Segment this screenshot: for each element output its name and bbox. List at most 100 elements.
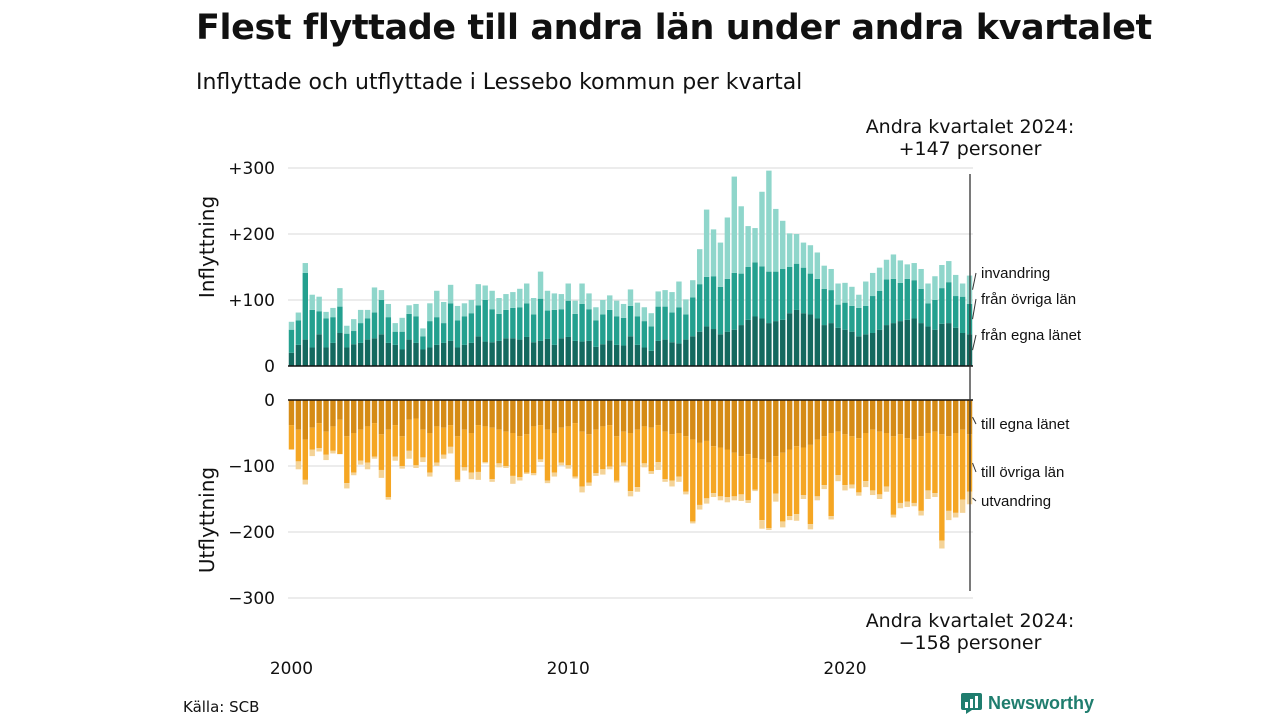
bar-out-0 bbox=[420, 400, 426, 430]
bar-out-0 bbox=[413, 400, 419, 419]
bar-out-1 bbox=[378, 434, 385, 470]
bar-out-2 bbox=[420, 457, 426, 463]
bar-in-2 bbox=[330, 307, 336, 318]
bar-in-0 bbox=[738, 325, 744, 366]
bar-out-2 bbox=[897, 502, 904, 509]
bar-in-1 bbox=[876, 290, 883, 330]
bar-out-1 bbox=[786, 449, 793, 517]
bar-in-2 bbox=[565, 283, 571, 301]
bar-in-0 bbox=[710, 329, 717, 366]
bar-out-1 bbox=[724, 449, 731, 498]
bar-out-1 bbox=[461, 429, 468, 468]
bar-out-2 bbox=[634, 487, 641, 492]
bar-out-0 bbox=[953, 400, 959, 433]
bar-in-1 bbox=[710, 276, 717, 330]
bar-in-2 bbox=[579, 283, 585, 304]
bar-in-2 bbox=[475, 284, 481, 306]
bar-out-2 bbox=[849, 484, 855, 489]
y-tick-label: +100 bbox=[228, 291, 275, 311]
bar-in-0 bbox=[932, 329, 938, 366]
bar-out-2 bbox=[558, 462, 565, 466]
bar-out-2 bbox=[863, 481, 869, 488]
bar-in-1 bbox=[579, 303, 585, 342]
bar-out-2 bbox=[468, 472, 475, 480]
bar-in-1 bbox=[392, 331, 398, 345]
bar-in-1 bbox=[316, 311, 322, 335]
bar-in-1 bbox=[821, 288, 827, 326]
bar-out-2 bbox=[696, 504, 703, 510]
bar-in-0 bbox=[745, 319, 751, 366]
bar-in-2 bbox=[738, 206, 744, 274]
bar-out-0 bbox=[503, 400, 509, 432]
newsworthy-icon bbox=[961, 693, 982, 714]
bar-in-2 bbox=[427, 303, 433, 322]
bar-out-2 bbox=[821, 485, 827, 490]
bar-out-0 bbox=[814, 400, 821, 440]
bar-out-2 bbox=[856, 492, 862, 496]
baselines bbox=[288, 365, 973, 401]
bar-out-2 bbox=[627, 491, 634, 497]
bar-in-1 bbox=[337, 306, 343, 333]
bar-out-1 bbox=[510, 433, 516, 476]
bar-in-2 bbox=[468, 300, 475, 314]
bar-in-1 bbox=[925, 303, 931, 327]
bar-in-0 bbox=[323, 347, 329, 366]
bar-in-2 bbox=[911, 263, 917, 281]
bar-in-0 bbox=[876, 329, 883, 366]
bar-out-2 bbox=[413, 465, 419, 468]
bar-out-0 bbox=[856, 400, 862, 439]
bar-in-1 bbox=[904, 278, 910, 320]
bar-in-2 bbox=[530, 298, 537, 315]
bar-in-1 bbox=[738, 273, 744, 326]
bar-out-1 bbox=[731, 452, 737, 497]
bar-out-0 bbox=[780, 400, 786, 453]
bar-in-0 bbox=[537, 340, 544, 366]
bar-out-1 bbox=[800, 447, 807, 496]
bar-in-1 bbox=[669, 312, 675, 343]
bar-in-1 bbox=[537, 298, 544, 341]
bar-in-1 bbox=[454, 320, 461, 348]
bar-in-2 bbox=[385, 303, 392, 318]
brand-name: Newsworthy bbox=[988, 693, 1095, 713]
bar-out-1 bbox=[828, 433, 834, 517]
bar-out-0 bbox=[351, 400, 357, 433]
bar-in-2 bbox=[745, 226, 751, 267]
bar-in-1 bbox=[620, 317, 627, 346]
bar-in-1 bbox=[835, 304, 841, 328]
bar-out-0 bbox=[295, 400, 302, 430]
bar-in-0 bbox=[330, 342, 336, 366]
bar-in-0 bbox=[482, 341, 488, 366]
bar-out-0 bbox=[406, 400, 412, 420]
bar-in-0 bbox=[883, 325, 890, 366]
bar-in-0 bbox=[821, 325, 827, 366]
migration-chart: Inflyttning Utflyttning 0 +100 +200 +300 0 −… bbox=[195, 116, 1082, 679]
bar-out-2 bbox=[662, 479, 668, 482]
bar-in-1 bbox=[842, 302, 848, 330]
bar-out-0 bbox=[434, 400, 440, 427]
bar-out-0 bbox=[607, 400, 613, 426]
bar-out-2 bbox=[918, 510, 924, 516]
bar-in-0 bbox=[696, 331, 703, 366]
bar-in-2 bbox=[634, 302, 641, 317]
bar-out-1 bbox=[932, 431, 938, 494]
bar-in-1 bbox=[648, 326, 654, 351]
bar-out-0 bbox=[593, 400, 599, 430]
bar-out-0 bbox=[627, 400, 634, 433]
bar-out-2 bbox=[946, 510, 952, 521]
bar-out-0 bbox=[337, 400, 343, 420]
bar-in-2 bbox=[690, 280, 696, 298]
bar-in-2 bbox=[482, 285, 488, 300]
bar-out-1 bbox=[323, 431, 329, 455]
bar-out-2 bbox=[461, 467, 468, 471]
bar-in-1 bbox=[946, 282, 952, 324]
bar-in-0 bbox=[869, 333, 876, 366]
bar-in-1 bbox=[703, 276, 710, 327]
bar-out-0 bbox=[883, 400, 890, 433]
bar-out-0 bbox=[717, 400, 724, 448]
bar-in-0 bbox=[364, 339, 371, 366]
bar-out-0 bbox=[939, 400, 945, 435]
bar-in-2 bbox=[863, 281, 869, 306]
bar-in-0 bbox=[565, 336, 571, 366]
bar-out-1 bbox=[316, 423, 322, 449]
bar-in-1 bbox=[869, 296, 876, 333]
